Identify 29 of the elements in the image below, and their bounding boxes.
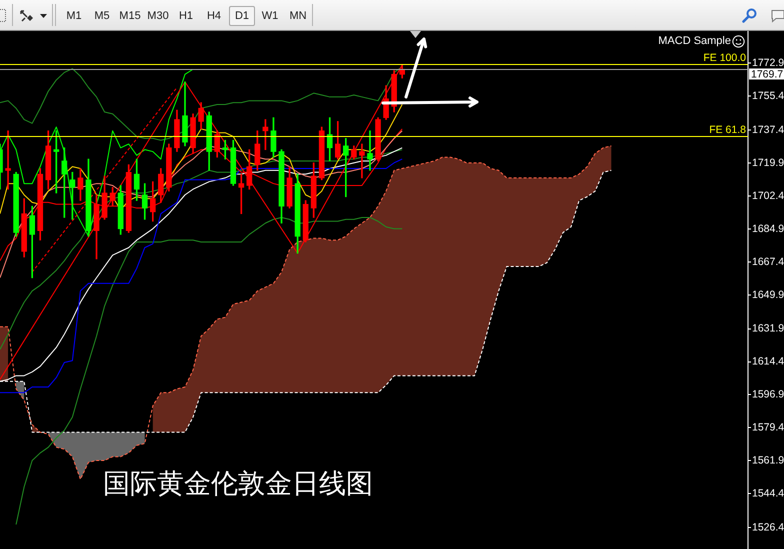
y-tick-label: 1544.4 [752,488,784,500]
y-tick-label: 1737.4 [752,124,784,136]
timeframe-label: M30 [147,10,169,23]
annotation: MACD Sample [658,35,731,48]
timeframe-label: M15 [119,10,141,23]
y-tick-label: 1579.4 [752,422,784,434]
timeframe-label: M1 [66,10,82,23]
y-tick-label: 1561.9 [752,454,784,467]
y-tick-label: 1755.4 [752,90,784,102]
ref-line-label: FE 61.8 [709,124,746,136]
y-tick-label: 1667.4 [752,256,784,268]
timeframe-label: D1 [234,10,250,23]
y-tick-label: 1596.9 [752,388,784,401]
y-tick-label: 1526.4 [752,521,784,534]
timeframe-label: H1 [178,10,194,23]
timeframe-label: MN [289,10,307,23]
timeframe-label: H4 [206,10,222,23]
y-tick-label: 1702.4 [752,190,784,202]
y-tick-label: 1684.9 [752,222,784,235]
y-tick-label: 1614.4 [752,356,784,368]
y-tick-label: 1631.9 [752,322,784,335]
y-tick-label: 1649.9 [752,288,784,301]
y-tick-label: 1772.9 [752,57,784,70]
ref-line-label: FE 100.0 [703,52,746,64]
ref-line-label: 1769.7 [751,68,784,80]
timeframe-label: W1 [262,10,278,23]
timeframe-label: M5 [94,10,110,23]
y-tick-label: 1719.9 [752,156,784,169]
text: 国际黄金伦敦金日线图 [103,468,373,499]
